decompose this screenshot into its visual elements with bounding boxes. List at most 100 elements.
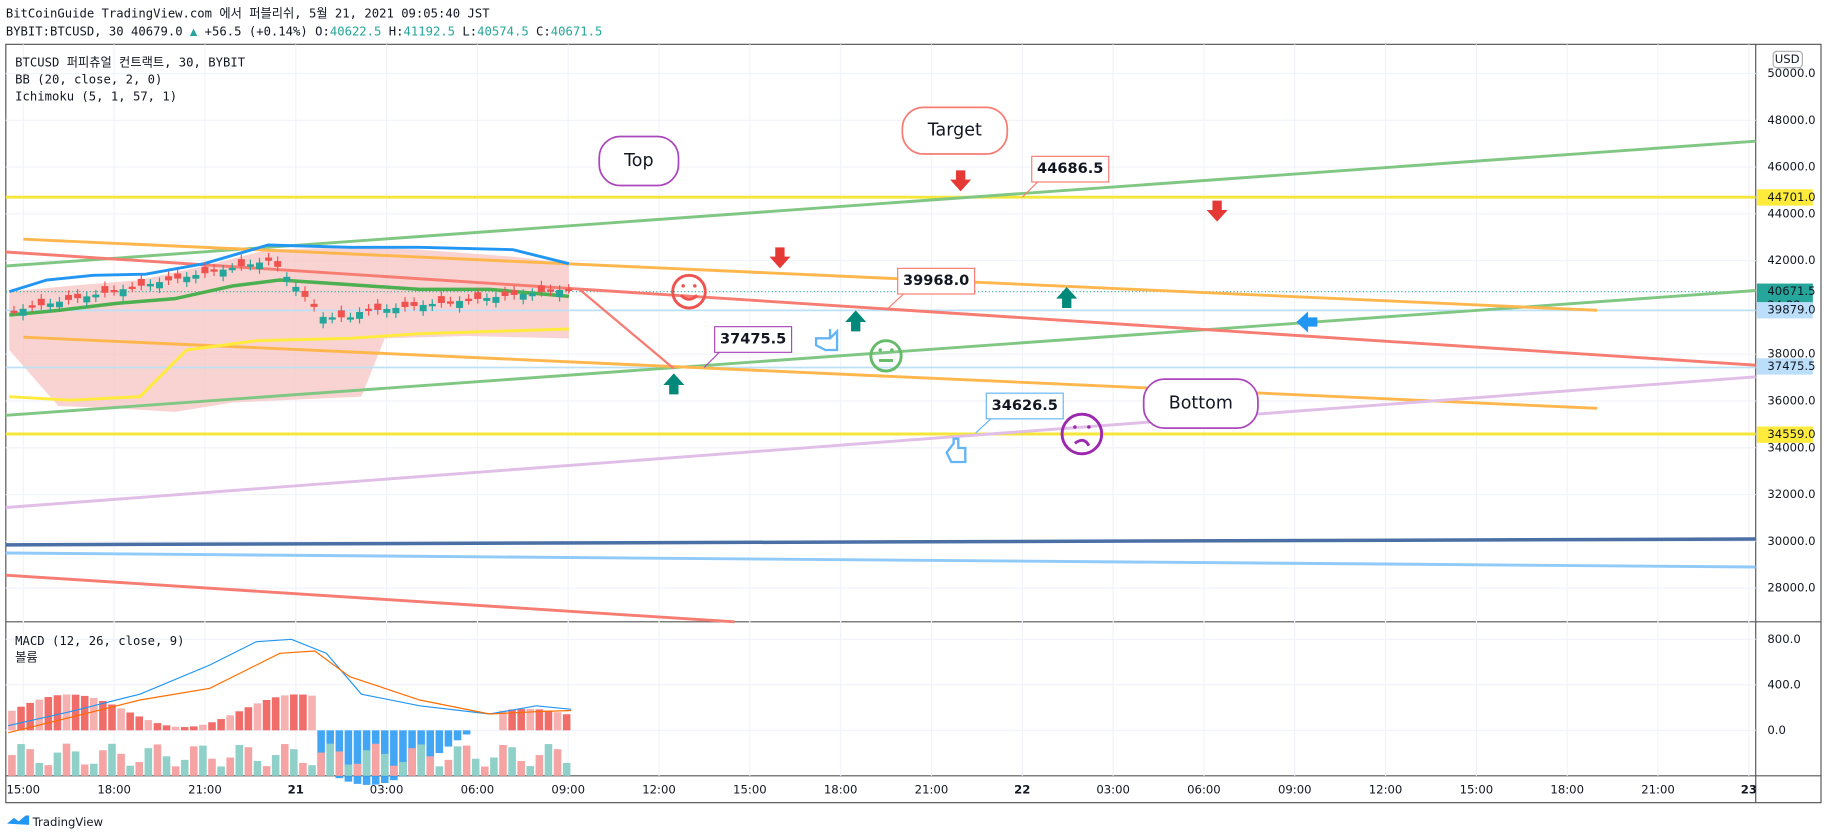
candle <box>328 317 336 320</box>
histogram <box>262 700 271 731</box>
price-badge-label: 40671.5 <box>1767 284 1815 298</box>
candle <box>483 297 491 301</box>
histogram <box>199 724 207 731</box>
price-tick: 48000.0 <box>1767 113 1815 127</box>
time-tick: 18:00 <box>97 782 131 796</box>
candle <box>74 293 82 299</box>
histogram <box>171 726 180 731</box>
candle <box>556 289 564 297</box>
published: BitCoinGuide TradingView.com 에서 퍼블리쉬, 5월… <box>6 6 490 20</box>
volume <box>80 764 89 776</box>
candle <box>37 298 45 306</box>
candle <box>337 310 345 318</box>
candle <box>283 276 291 282</box>
candle <box>146 283 154 287</box>
histogram <box>453 730 462 741</box>
volume <box>171 766 180 776</box>
candle <box>101 286 109 293</box>
histogram <box>217 719 225 731</box>
footer: TradingView <box>32 815 104 829</box>
candle <box>474 292 482 299</box>
candle <box>137 278 145 286</box>
candle <box>183 276 191 283</box>
histogram <box>126 712 134 731</box>
price-tick: 44000.0 <box>1767 206 1815 220</box>
candle <box>319 316 327 324</box>
volume <box>508 747 516 776</box>
volume <box>53 752 62 776</box>
histogram <box>226 715 234 731</box>
volume <box>262 766 271 776</box>
price-note: 37475.5 <box>720 330 786 347</box>
macd-line <box>8 638 572 727</box>
macd-tick: 400.0 <box>1767 677 1800 691</box>
candle <box>28 305 36 308</box>
candle <box>301 291 309 297</box>
histogram <box>190 726 198 731</box>
time-tick: 18:00 <box>1550 782 1584 796</box>
time-tick: 12:00 <box>642 782 676 796</box>
time-tick: 03:00 <box>370 782 404 796</box>
volume <box>153 744 162 776</box>
time-tick: 15:00 <box>7 782 41 796</box>
volume <box>271 755 280 776</box>
price-tick: 50000.0 <box>1767 66 1815 80</box>
drawings <box>5 139 1756 624</box>
histogram <box>235 711 244 731</box>
candle <box>265 257 273 261</box>
candle <box>374 303 382 310</box>
histogram <box>562 714 571 731</box>
candle <box>165 276 173 281</box>
candle <box>410 302 418 306</box>
time-tick: 23 <box>1741 782 1757 796</box>
histogram <box>426 730 435 760</box>
volume <box>353 763 362 776</box>
histogram <box>162 725 171 731</box>
candle <box>446 301 454 304</box>
histogram <box>44 696 53 731</box>
histogram <box>26 702 34 731</box>
volume <box>453 746 462 776</box>
histogram <box>135 716 144 731</box>
volume <box>317 752 325 776</box>
price-tick: 34000.0 <box>1767 440 1815 454</box>
volume <box>208 758 216 776</box>
histogram <box>153 723 162 731</box>
volume <box>362 750 371 776</box>
price-badge <box>1756 358 1813 375</box>
volume <box>481 766 489 776</box>
time-tick: 21 <box>288 782 304 796</box>
histogram <box>271 697 280 731</box>
candle <box>19 308 27 316</box>
histogram <box>280 695 289 731</box>
histogram <box>17 706 25 731</box>
candle <box>565 288 573 292</box>
price-badge-label: 39879.0 <box>1767 303 1815 317</box>
candle <box>228 267 236 271</box>
candle <box>501 291 509 296</box>
histogram <box>253 703 262 731</box>
histogram <box>53 695 62 731</box>
volume <box>71 751 80 776</box>
volume <box>244 747 253 776</box>
legend: BB (20, close, 2, 0) <box>15 72 162 86</box>
price-tick: 30000.0 <box>1767 534 1815 548</box>
volume <box>517 760 525 776</box>
candle <box>210 269 218 272</box>
histogram <box>344 730 353 782</box>
candle <box>401 301 409 307</box>
volume <box>380 753 389 776</box>
volume <box>226 757 234 776</box>
candle <box>510 290 518 295</box>
time-tick: 06:00 <box>461 782 495 796</box>
macd-tick: 800.0 <box>1767 632 1800 646</box>
annotations: Top Target Bottom 44686.5 39968.0 37475.… <box>598 106 1318 464</box>
time-tick: 09:00 <box>1278 782 1312 796</box>
candle <box>46 303 54 307</box>
volume <box>435 766 444 776</box>
price-badge <box>1756 426 1813 443</box>
price-tick: 38000.0 <box>1767 347 1815 361</box>
candle <box>10 310 18 313</box>
legend: BTCUSD 퍼피츄얼 컨트랙트, 30, BYBIT <box>15 55 246 69</box>
